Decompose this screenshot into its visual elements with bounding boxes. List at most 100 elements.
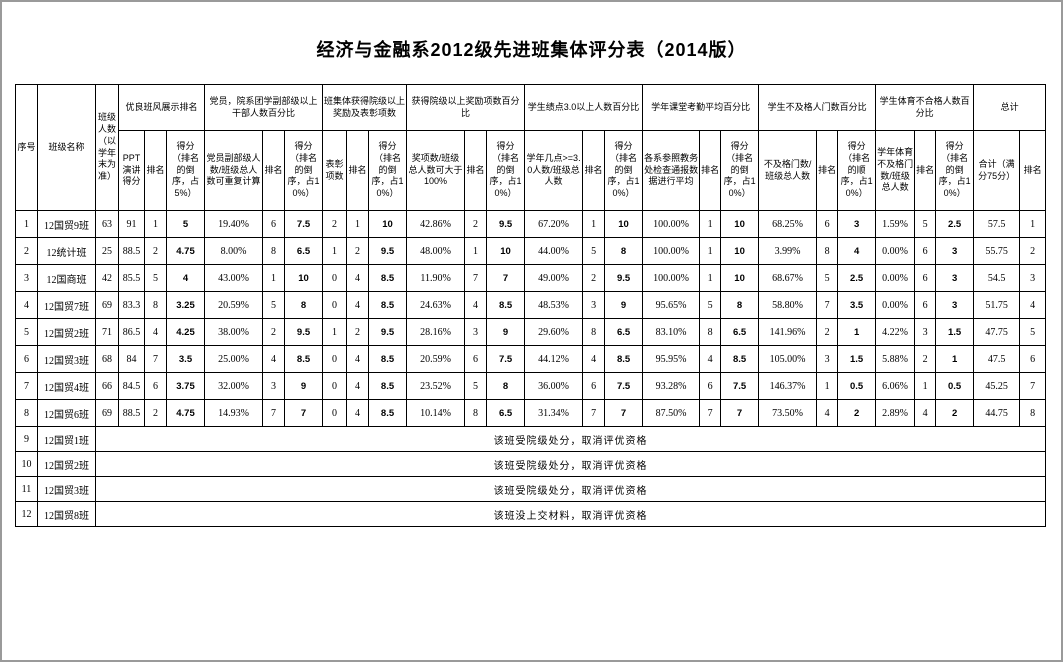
value-cell: 3.5 <box>165 345 206 373</box>
value-cell: 6 <box>699 372 722 400</box>
value-cell: 84 <box>118 345 145 373</box>
subheader-party-pct: 党员副部级人数/班级总人数可重复计算 <box>204 130 264 211</box>
class-name-cell: 12国贸8班 <box>37 501 96 527</box>
value-cell: 8.5 <box>368 264 408 292</box>
value-cell: 84.5 <box>118 372 145 400</box>
value-cell: 55.75 <box>973 237 1021 265</box>
header-group-fail: 学生不及格人门数百分比 <box>758 84 877 131</box>
value-cell: 66 <box>95 372 119 400</box>
value-cell: 8.5 <box>486 291 526 319</box>
value-cell: 10 <box>604 210 644 238</box>
value-cell: 7 <box>464 264 488 292</box>
value-cell: 7 <box>144 345 167 373</box>
value-cell: 5 <box>816 264 839 292</box>
value-cell: 23.52% <box>406 372 466 400</box>
table-row: 8 12国贸6班 69 88.5 2 4.75 14.93% 7 7 0 4 8.5 10.14% 8 6.… <box>15 399 1047 427</box>
value-cell: 9.5 <box>604 264 644 292</box>
value-cell: 141.96% <box>758 318 818 346</box>
value-cell: 2 <box>144 237 167 265</box>
value-cell: 3 <box>914 318 937 346</box>
value-cell: 14.93% <box>204 399 264 427</box>
value-cell: 8 <box>284 291 324 319</box>
subheader-fail-rank: 排名 <box>816 130 839 211</box>
value-cell: 2.5 <box>935 210 975 238</box>
row-number-cell: 6 <box>15 345 38 373</box>
subheader-awardpct-points: 得分（排名的倒序，占10%） <box>486 130 526 211</box>
subheader-gpa-points: 得分（排名的倒序，占10%） <box>604 130 644 211</box>
value-cell: 7 <box>816 291 839 319</box>
value-cell: 146.37% <box>758 372 818 400</box>
value-cell: 0.00% <box>875 291 916 319</box>
value-cell: 9 <box>284 372 324 400</box>
value-cell: 1 <box>699 237 722 265</box>
table-row: 4 12国贸7班 69 83.3 8 3.25 20.59% 5 8 0 4 8.5 24.63% 4 8.… <box>15 291 1047 319</box>
value-cell: 5 <box>165 210 206 238</box>
value-cell: 8.5 <box>720 345 760 373</box>
value-cell: 8 <box>604 237 644 265</box>
class-name-cell: 12统计班 <box>37 237 96 265</box>
value-cell: 4 <box>165 264 206 292</box>
value-cell: 4.75 <box>165 237 206 265</box>
value-cell: 3.99% <box>758 237 818 265</box>
value-cell: 4 <box>914 399 937 427</box>
value-cell: 2 <box>322 210 348 238</box>
value-cell: 88.5 <box>118 399 145 427</box>
value-cell: 9.5 <box>284 318 324 346</box>
value-cell: 3.25 <box>165 291 206 319</box>
value-cell: 48.00% <box>406 237 466 265</box>
value-cell: 3 <box>935 291 975 319</box>
value-cell: 8 <box>582 318 606 346</box>
subheader-total-sum: 合计（满分75分） <box>973 130 1021 211</box>
value-cell: 4.25 <box>165 318 206 346</box>
subheader-attendance-value: 各系参照教务处检查通报数据进行平均 <box>642 130 701 211</box>
value-cell: 11.90% <box>406 264 466 292</box>
value-cell: 5.88% <box>875 345 916 373</box>
value-cell: 4 <box>144 318 167 346</box>
value-cell: 2.5 <box>837 264 877 292</box>
value-cell: 100.00% <box>642 264 701 292</box>
value-cell: 5 <box>582 237 606 265</box>
value-cell: 44.12% <box>524 345 584 373</box>
subheader-party-rank: 排名 <box>262 130 286 211</box>
value-cell: 85.5 <box>118 264 145 292</box>
value-cell: 10 <box>720 237 760 265</box>
value-cell: 47.75 <box>973 318 1021 346</box>
value-cell: 3.75 <box>165 372 206 400</box>
value-cell: 2 <box>935 399 975 427</box>
value-cell: 51.75 <box>973 291 1021 319</box>
value-cell: 45.25 <box>973 372 1021 400</box>
header-group-pe-fail: 学生体育不合格人数百分比 <box>875 84 975 131</box>
class-name-cell: 12国商班 <box>37 264 96 292</box>
subheader-attendance-points: 得分（排名的倒序，占10%） <box>720 130 760 211</box>
value-cell: 42.86% <box>406 210 466 238</box>
value-cell: 4 <box>346 291 370 319</box>
value-cell: 8 <box>816 237 839 265</box>
value-cell: 2 <box>1019 237 1047 265</box>
value-cell: 44.00% <box>524 237 584 265</box>
value-cell: 83.10% <box>642 318 701 346</box>
value-cell: 5 <box>144 264 167 292</box>
value-cell: 1 <box>699 264 722 292</box>
value-cell: 20.59% <box>204 291 264 319</box>
value-cell: 19.40% <box>204 210 264 238</box>
disqualified-note-cell: 该班受院级处分，取消评优资格 <box>94 476 1047 502</box>
value-cell: 5 <box>262 291 286 319</box>
value-cell: 9 <box>486 318 526 346</box>
value-cell: 7 <box>486 264 526 292</box>
class-name-cell: 12国贸6班 <box>37 399 96 427</box>
subheader-ppt-rank: 排名 <box>144 130 167 211</box>
header-group-attendance: 学年课堂考勤平均百分比 <box>642 84 760 131</box>
value-cell: 105.00% <box>758 345 818 373</box>
value-cell: 1 <box>816 372 839 400</box>
value-cell: 2 <box>914 345 937 373</box>
value-cell: 5 <box>914 210 937 238</box>
table-header: 序号 班级名称 班级人数（以学年末为准） 优良班风展示排名 党员，院系团学副部级… <box>15 84 1047 211</box>
table-row: 2 12统计班 25 88.5 2 4.75 8.00% 8 6.5 1 2 9.5 48.00% 1 10… <box>15 237 1047 265</box>
value-cell: 7.5 <box>284 210 324 238</box>
row-number-cell: 12 <box>15 501 38 527</box>
class-name-cell: 12国贸4班 <box>37 372 96 400</box>
table-row: 6 12国贸3班 68 84 7 3.5 25.00% 4 8.5 0 4 8.5 20.59% 6 7.5… <box>15 345 1047 373</box>
value-cell: 4 <box>1019 291 1047 319</box>
value-cell: 8 <box>486 372 526 400</box>
value-cell: 1 <box>464 237 488 265</box>
